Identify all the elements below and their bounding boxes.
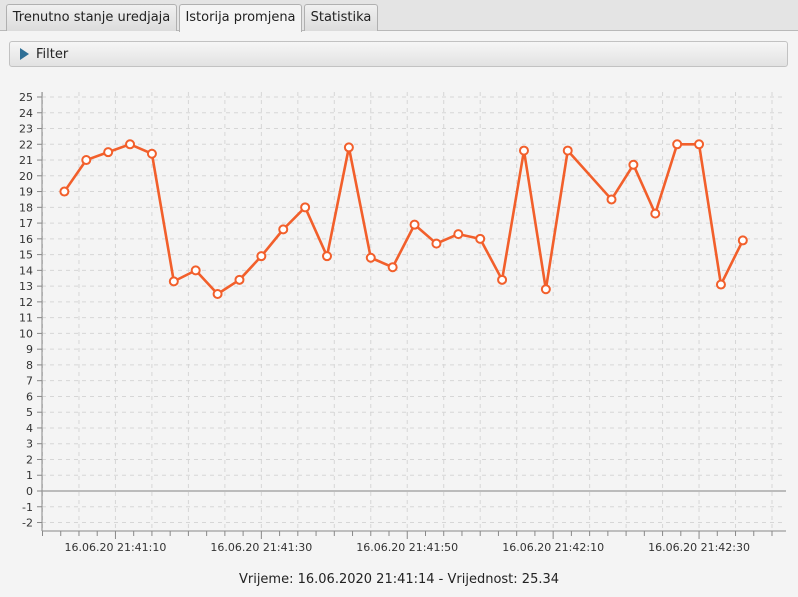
filter-label: Filter [36,47,69,62]
y-tick-label: 6 [26,390,33,403]
data-point [81,155,92,166]
plot-background [42,92,786,531]
y-tick-label: 20 [19,170,33,183]
data-point [453,229,464,240]
y-tick-label: 10 [19,327,33,340]
data-point [146,148,157,159]
y-tick-label: 3 [26,438,33,451]
data-point [431,238,442,249]
y-tick-label: 15 [19,249,33,262]
y-tick-label: 0 [26,485,33,498]
data-point [212,289,223,299]
y-tick-label: 2 [26,453,33,466]
data-point [343,142,354,153]
x-tick-label: 16.06.20 21:42:30 [648,541,750,554]
data-point [737,235,748,246]
y-tick-label: 8 [26,359,33,372]
y-tick-label: 22 [19,138,33,151]
y-tick-label: 4 [26,422,33,435]
data-point [497,274,508,285]
y-tick-label: -1 [22,501,33,514]
data-point [190,265,201,276]
filter-panel-header[interactable]: Filter [9,41,788,67]
status-readout: Vrijeme: 16.06.2020 21:41:14 - Vrijednos… [238,572,560,587]
x-tick-label: 16.06.20 21:42:10 [502,541,604,554]
data-point [409,219,420,230]
y-tick-label: 16 [19,233,33,246]
x-tick-label: 16.06.20 21:41:50 [356,541,458,554]
play-triangle-icon [20,48,29,60]
y-tick-label: 21 [19,154,33,167]
y-tick-label: 12 [19,296,33,309]
y-tick-label: 14 [19,264,33,277]
data-point [715,279,726,290]
data-point [540,284,551,295]
data-point [387,262,398,273]
data-point [650,208,661,219]
y-tick-label: 7 [26,375,33,388]
data-point [628,159,639,170]
y-tick-label: 1 [26,469,33,482]
x-tick-label: 16.06.20 21:41:30 [210,541,312,554]
tab-bar: Trenutno stanje uredjaja Istorija promje… [0,0,798,32]
y-tick-label: -2 [22,517,33,530]
data-point [606,194,617,205]
data-point [562,145,573,156]
y-tick-label: 9 [26,343,33,356]
data-point [59,186,70,197]
y-tick-label: 19 [19,186,33,199]
x-tick-label: 16.06.20 21:41:10 [65,541,167,554]
tab-istorija-promjena[interactable]: Istorija promjena [179,4,302,32]
y-tick-label: 5 [26,406,33,419]
data-point [168,276,179,287]
y-tick-label: 24 [19,107,33,120]
data-point [103,147,114,158]
y-tick-label: 25 [19,91,33,104]
data-point [125,139,136,150]
tab-trenutno-stanje[interactable]: Trenutno stanje uredjaja [6,4,177,31]
data-point [322,251,333,262]
y-tick-label: 11 [19,312,33,325]
data-point [256,251,267,262]
y-tick-label: 17 [19,217,33,230]
data-point [278,224,289,235]
data-point [518,145,529,156]
data-point [694,139,705,150]
data-point [475,233,486,244]
y-tick-label: 18 [19,201,33,214]
tab-statistika[interactable]: Statistika [304,4,378,31]
data-point [672,139,683,150]
y-tick-label: 23 [19,123,33,136]
y-tick-label: 13 [19,280,33,293]
data-point [365,252,376,263]
data-point [234,274,245,285]
line-chart: -2-1012345678910111213141516171819202122… [19,91,786,554]
data-point [300,202,311,213]
